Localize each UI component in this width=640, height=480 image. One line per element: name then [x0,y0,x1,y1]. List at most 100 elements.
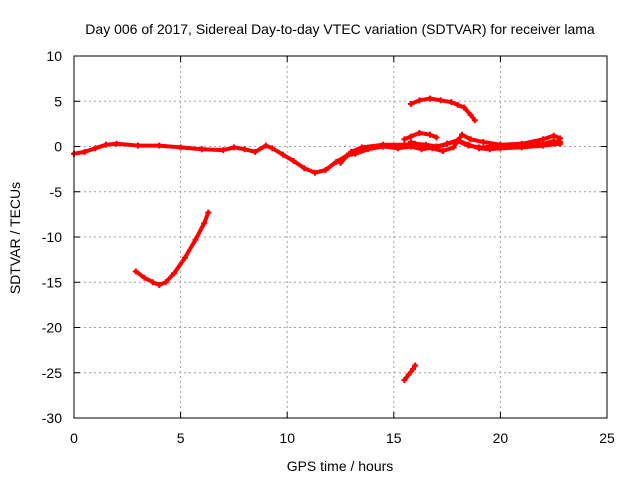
data-point [290,157,297,164]
y-tick-label: 10 [46,48,62,64]
data-point [401,141,408,148]
data-point [407,138,414,145]
data-point [418,142,425,149]
data-point [401,136,408,143]
x-tick-label: 5 [177,430,185,446]
data-point [401,376,408,383]
data-point [497,141,504,148]
data-point [92,145,99,152]
data-point [448,99,455,106]
data-point [337,159,344,166]
series-line [133,210,211,287]
series-trace-f [132,209,212,288]
data-point [486,146,493,153]
y-axis-label: SDTVAR / TECUs [7,182,23,294]
data-point [433,134,440,141]
x-axis-label: GPS time / hours [287,458,394,474]
data-point [427,131,434,138]
data-point [156,142,163,149]
data-point [230,144,237,151]
data-point [102,141,109,148]
data-point [461,104,468,111]
data-point [454,101,461,108]
x-tick-label: 25 [599,430,615,446]
data-point [471,117,478,124]
data-point [412,362,419,369]
chart-title: Day 006 of 2017, Sidereal Day-to-day VTE… [85,21,595,37]
data-point [557,135,564,142]
data-point [407,133,414,140]
data-point [220,147,227,154]
data-point [444,140,451,147]
data-point [181,254,188,261]
data-point [459,131,466,138]
data-point [450,144,457,151]
data-point [241,146,248,153]
data-point [540,142,547,149]
data-point [301,165,308,172]
data-point [467,136,474,143]
data-point [113,140,120,147]
y-tick-label: 5 [54,93,62,109]
data-point [480,138,487,145]
data-point [141,274,148,281]
data-point [171,270,178,277]
data-point [416,97,423,104]
series-trace-d [401,129,440,143]
x-tick-label: 20 [493,430,509,446]
data-point [205,209,212,216]
y-tick-label: 0 [54,139,62,155]
data-point [192,236,199,243]
data-point [149,279,156,286]
x-tick-label: 15 [386,430,402,446]
data-point [134,142,141,149]
data-point [427,95,434,102]
series-trace-e [407,95,478,124]
data-point [162,279,169,286]
data-point [416,129,423,136]
data-point [467,111,474,118]
data-point [358,144,365,151]
data-point [557,140,564,147]
data-point [252,148,259,155]
y-tick-label: -5 [50,184,63,200]
x-tick-label: 0 [70,430,78,446]
data-point [465,141,472,148]
data-point [269,145,276,152]
data-point [198,146,205,153]
data-point [429,145,436,152]
data-point [81,148,88,155]
data-point [439,148,446,155]
data-point [201,220,208,227]
data-point [540,136,547,143]
y-tick-label: -30 [42,410,62,426]
series-line [402,363,418,382]
data-point [262,142,269,149]
data-point [279,151,286,158]
data-point [476,145,483,152]
data-point [322,167,329,174]
data-point [380,141,387,148]
series-trace-g [401,362,419,383]
data-point [177,144,184,151]
data-point [348,148,355,155]
data-point [311,169,318,176]
y-tick-label: -15 [42,274,62,290]
ticks: 0 5 10 15 20 25 -30 -25 -20 -15 -10 -5 0 5 10 [42,48,615,446]
grid [74,56,607,418]
data-point [437,97,444,104]
data-point [132,268,139,275]
data-point [550,132,557,139]
y-tick-label: -25 [42,365,62,381]
data-point [407,100,414,107]
data-point [518,140,525,147]
series-layer [71,95,564,383]
x-tick-label: 10 [279,430,295,446]
y-tick-label: -20 [42,320,62,336]
series-trace-c [407,131,564,155]
data-point [409,366,416,373]
data-point [405,371,412,378]
y-tick-label: -10 [42,229,62,245]
